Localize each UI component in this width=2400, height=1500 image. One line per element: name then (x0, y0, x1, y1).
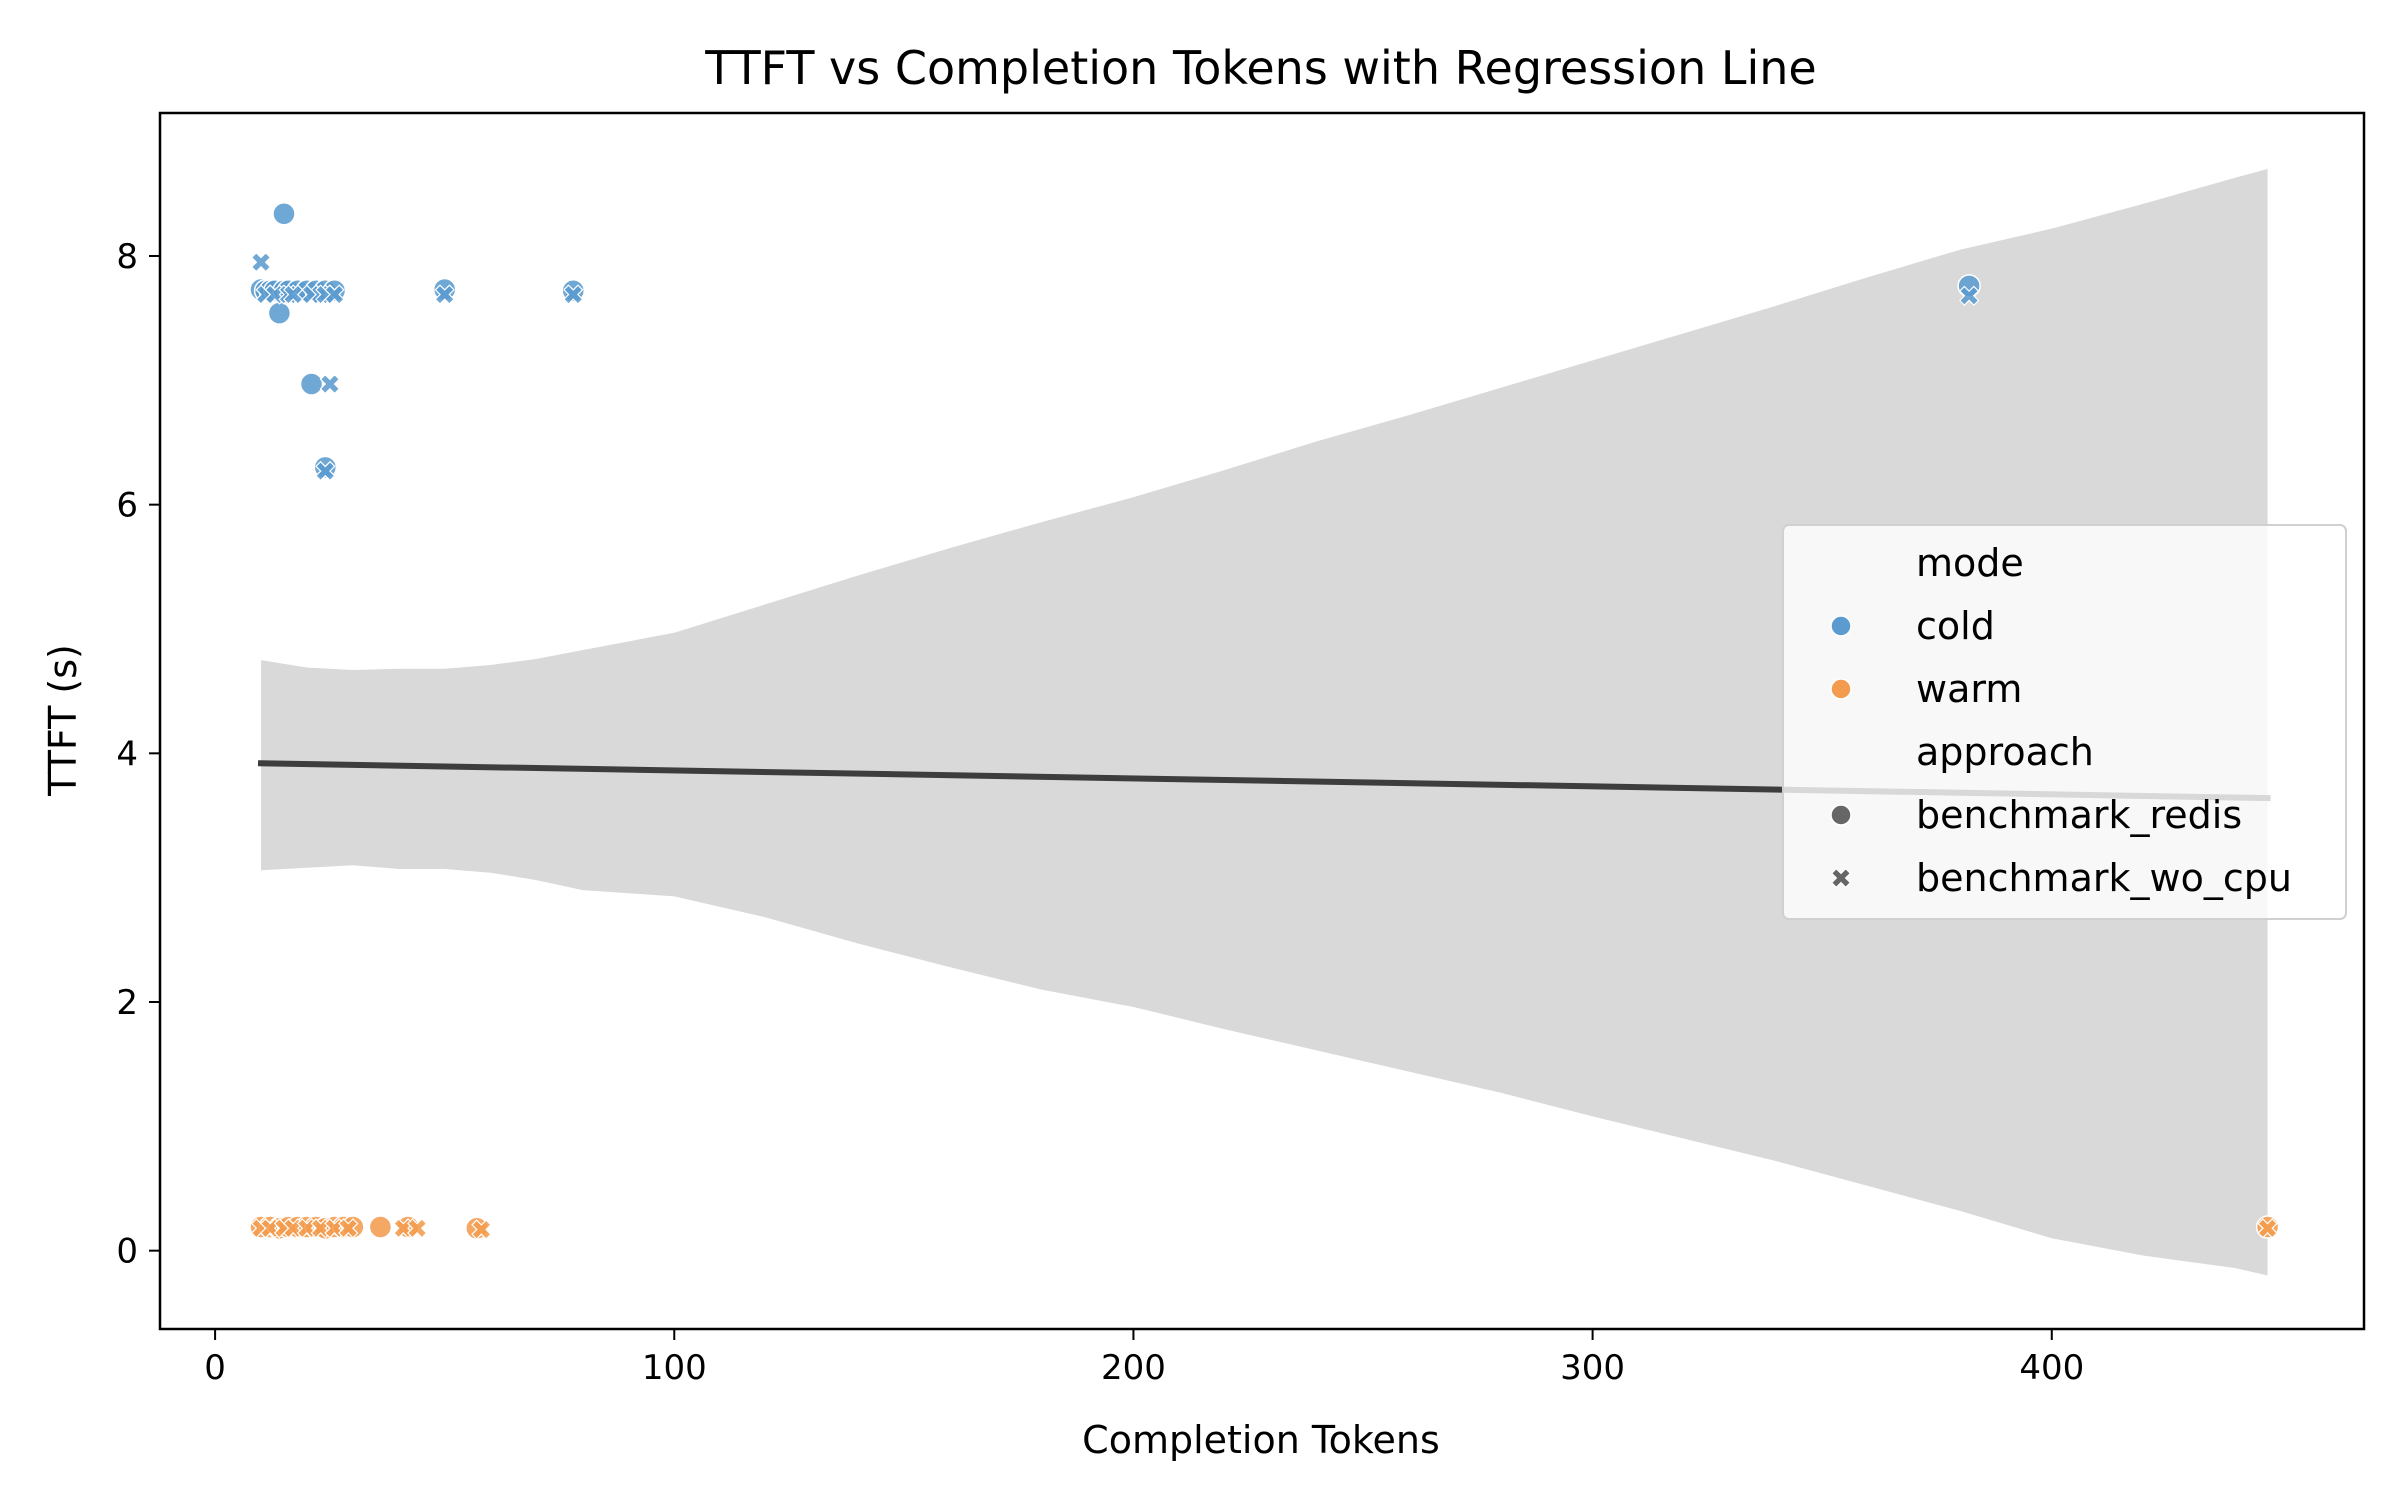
data-point-cold-benchmark_redis (267, 301, 292, 325)
chart-title: TTFT vs Completion Tokens with Regressio… (704, 41, 1816, 95)
data-point-cold-benchmark_wo_cpu (250, 252, 272, 273)
legend-label-approach: approach (1916, 730, 2094, 774)
data-point-warm-benchmark_wo_cpu (471, 1219, 492, 1240)
data-point-cold-benchmark_redis (272, 201, 296, 226)
legend-label-benchmark_wo_cpu: benchmark_wo_cpu (1916, 856, 2292, 900)
data-point-cold-benchmark_wo_cpu (319, 373, 341, 395)
x-tick-label: 300 (1560, 1348, 1625, 1388)
data-point-cold-benchmark_wo_cpu (434, 284, 455, 305)
legend-label-mode: mode (1916, 541, 2024, 585)
legend-marker-warm (1830, 678, 1852, 700)
x-tick-label: 200 (1101, 1348, 1166, 1388)
confidence-band-layer (261, 168, 2268, 1276)
data-point-warm-benchmark_redis (368, 1215, 393, 1239)
data-point-warm-benchmark_wo_cpu (2257, 1218, 2278, 1239)
data-point-cold-benchmark_wo_cpu (315, 460, 336, 482)
data-point-cold-benchmark_wo_cpu (324, 284, 345, 305)
y-tick-label: 8 (116, 237, 138, 277)
legend-label-warm: warm (1916, 667, 2022, 711)
y-tick-label: 4 (116, 734, 138, 774)
legend-label-benchmark_redis: benchmark_redis (1916, 793, 2242, 837)
confidence-band (261, 168, 2268, 1276)
data-point-cold-benchmark_wo_cpu (1958, 285, 1980, 306)
data-points-layer (249, 201, 2280, 1241)
legend-marker-benchmark_redis (1830, 804, 1852, 826)
x-tick-label: 0 (204, 1348, 226, 1388)
y-tick-label: 2 (116, 983, 138, 1023)
legend: mode cold warm approach benchmark_redisbench… (1782, 524, 2347, 920)
legend-label-cold: cold (1916, 604, 1995, 648)
data-point-warm-benchmark_wo_cpu (338, 1218, 359, 1239)
legend-marker-cold (1830, 615, 1852, 637)
legend-box (1782, 524, 2347, 920)
x-tick-label: 400 (2019, 1348, 2084, 1388)
y-axis-label: TTFT (s) (41, 644, 85, 797)
y-tick-label: 6 (116, 486, 138, 526)
data-point-warm-benchmark_wo_cpu (406, 1218, 428, 1239)
axis-ticks-layer: 0 100 200 300 400 0 2 4 6 8 (116, 237, 2084, 1388)
x-axis-label: Completion Tokens (1082, 1418, 1440, 1462)
data-point-cold-benchmark_redis (299, 372, 324, 396)
data-point-cold-benchmark_wo_cpu (563, 284, 584, 305)
y-tick-label: 0 (116, 1232, 138, 1272)
x-tick-label: 100 (642, 1348, 707, 1388)
legend-marker-benchmark_wo_cpu (1830, 867, 1852, 889)
plot-area-frame (158, 111, 2366, 1331)
